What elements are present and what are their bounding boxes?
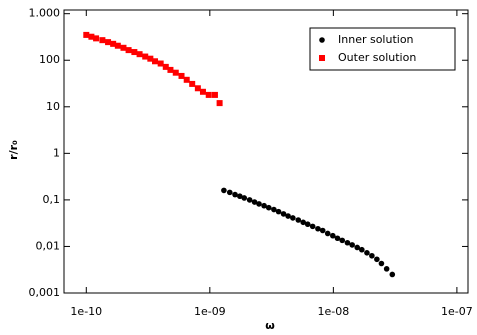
point [178, 72, 185, 79]
point [304, 221, 311, 228]
point [246, 197, 253, 203]
point [324, 230, 331, 237]
x-tick-label: 1e-08 [317, 305, 349, 318]
point [271, 206, 277, 213]
point [364, 250, 370, 256]
legend-marker [319, 55, 325, 61]
point [93, 35, 100, 42]
point [369, 252, 375, 259]
point [105, 39, 112, 46]
point [383, 266, 390, 272]
point [359, 246, 365, 253]
point [110, 40, 117, 47]
point [172, 69, 179, 76]
x-axis-label: ω [265, 319, 275, 332]
point [152, 58, 159, 65]
point [131, 49, 138, 56]
x-tick-label: 1e-09 [194, 305, 226, 318]
point [309, 223, 316, 230]
point [256, 201, 262, 207]
y-tick-label: 10 [46, 100, 60, 113]
point [147, 55, 154, 62]
legend-box [309, 27, 456, 71]
point [157, 60, 164, 67]
point [319, 227, 326, 234]
point [315, 225, 321, 232]
y-tick-label: 0,01 [36, 239, 61, 252]
legend-label: Outer solution [338, 51, 416, 64]
point [285, 213, 291, 219]
y-axis-label: r/r₀ [7, 140, 20, 160]
point [339, 237, 346, 244]
point [295, 217, 302, 223]
point [211, 91, 218, 98]
point [241, 195, 248, 201]
point [199, 88, 206, 95]
legend-marker [319, 37, 325, 43]
x-tick-label: 1e-10 [70, 305, 102, 318]
point [221, 187, 227, 194]
point [374, 256, 380, 263]
point [83, 31, 90, 38]
y-tick-label: 1 [53, 146, 60, 159]
point [275, 208, 282, 215]
point [167, 66, 174, 73]
point [251, 199, 258, 205]
point [226, 189, 233, 196]
x-tick-label: 1e-07 [441, 305, 473, 318]
point [354, 244, 361, 251]
point [189, 80, 196, 87]
point [216, 100, 223, 107]
point [205, 91, 212, 98]
y-tick-label: 0,001 [29, 286, 61, 299]
point [136, 51, 143, 58]
y-tick-label: 100 [39, 53, 60, 66]
point [280, 211, 287, 217]
y-tick-label: 1.000 [29, 7, 61, 20]
point [142, 53, 149, 60]
point [237, 193, 243, 200]
point [344, 239, 351, 246]
point [162, 63, 169, 70]
y-tick-label: 0,1 [43, 193, 61, 206]
point [349, 242, 355, 248]
point [389, 271, 396, 278]
point [378, 260, 385, 267]
point [120, 44, 127, 51]
point [114, 42, 121, 49]
point [300, 219, 307, 226]
point [194, 85, 201, 92]
point [88, 33, 95, 40]
point [330, 232, 336, 239]
point [265, 204, 272, 211]
legend-label: Inner solution [338, 33, 414, 46]
point [290, 215, 296, 221]
point [334, 235, 341, 242]
point [183, 76, 190, 83]
point [125, 47, 132, 54]
plot-frame [63, 9, 469, 294]
point [232, 191, 238, 198]
point [99, 37, 106, 44]
point [261, 202, 267, 209]
